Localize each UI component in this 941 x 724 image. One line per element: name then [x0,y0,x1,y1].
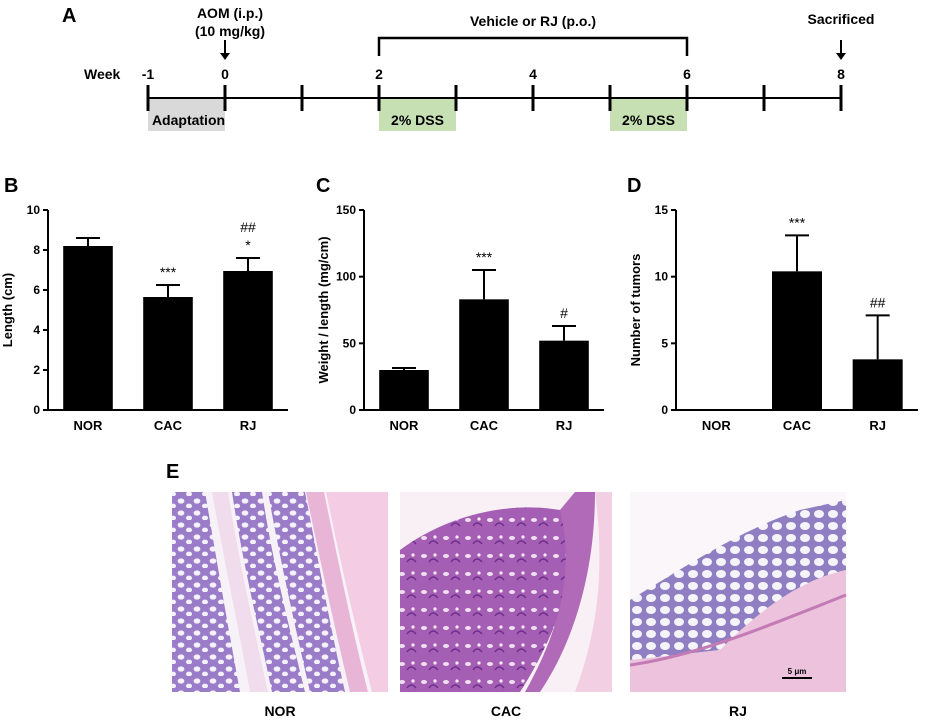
sacrificed-label: Sacrificed [808,11,875,27]
bar-rj [223,271,273,410]
category-label: NOR [74,418,104,433]
bar-charts: B C D 0 2 4 6 8 10 Length (cm) NOR CAC *** RJ * ## 0… [0,175,918,433]
chart-c: 0 50 100 150 Weight / length (mg/cm) NOR CAC **… [316,203,604,433]
histology-panel: E 5 μm NOR CAC RJ [166,461,847,719]
adaptation-label: Adaptation [152,112,225,128]
week-tick-label: 6 [683,66,691,82]
y-axis-label: Length (cm) [0,273,15,347]
bar-rj [539,340,589,410]
panel-letter-a: A [62,5,76,27]
week-tick-label: 0 [221,66,229,82]
scale-bar-label: 5 μm [788,667,807,676]
histology-image-cac [400,492,612,692]
dss-label-1: 2% DSS [391,112,444,128]
histology-image-rj: 5 μm [629,492,847,692]
y-axis-label: Number of tumors [628,254,643,367]
category-label: RJ [240,418,257,433]
y-tick-label: 10 [27,203,41,217]
y-tick-label: 2 [33,363,40,377]
dss-band-1 [379,99,456,131]
y-tick-label: 100 [336,270,356,284]
bar-nor [379,370,429,410]
week-tick-label: -1 [142,66,155,82]
sacrificed-arrow [836,40,846,60]
y-tick-label: 0 [349,403,356,417]
week-tick-label: 4 [529,66,537,82]
dss-band-2 [610,99,687,131]
panel-letter-b: B [4,175,18,197]
panel-letter-c: C [316,175,330,197]
chart-d: 0 5 10 15 Number of tumors NOR CAC *** RJ ## [628,203,918,433]
category-label: CAC [470,418,499,433]
category-label: RJ [869,418,886,433]
bar-cac [459,299,509,410]
treatment-bracket [377,36,689,56]
week-tick-label: 2 [375,66,383,82]
significance-mark: ## [240,219,256,235]
category-label: RJ [556,418,573,433]
category-label: NOR [702,418,732,433]
significance-mark: # [560,305,568,321]
bar-cac [771,271,823,410]
treatment-label: Vehicle or RJ (p.o.) [470,13,596,29]
week-label: Week [84,66,121,82]
y-tick-label: 0 [661,403,668,417]
y-tick-label: 0 [33,403,40,417]
category-label: CAC [154,418,183,433]
y-tick-label: 10 [655,270,669,284]
y-tick-label: 4 [33,323,40,337]
y-tick-label: 150 [336,203,356,217]
histology-image-nor [172,492,388,692]
histology-label-rj: RJ [729,703,747,719]
y-tick-label: 8 [33,243,40,257]
category-label: CAC [783,418,812,433]
y-tick-label: 15 [655,203,669,217]
significance-mark: * [245,237,251,253]
y-axis-label: Weight / length (mg/cm) [316,236,331,383]
y-tick-label: 6 [33,283,40,297]
bar-rj [852,359,903,410]
panel-letter-e: E [166,461,179,483]
adaptation-band [148,99,225,131]
significance-mark: *** [160,264,177,280]
significance-mark: *** [789,214,806,230]
histology-label-cac: CAC [491,703,521,719]
bar-nor [63,246,113,410]
aom-arrow [220,40,230,60]
week-tick-label: 8 [837,66,845,82]
y-tick-label: 5 [661,336,668,350]
timeline-panel: A Adaptation 2% DSS 2% DSS -1 0 2 4 6 8 Week AO… [62,5,875,131]
bar-cac [143,297,193,410]
aom-label-line2: (10 mg/kg) [195,23,265,39]
aom-label-line1: AOM (i.p.) [197,5,263,21]
histology-label-nor: NOR [264,703,295,719]
panel-letter-d: D [627,175,641,197]
y-tick-label: 50 [343,336,357,350]
category-label: NOR [390,418,420,433]
chart-b: 0 2 4 6 8 10 Length (cm) NOR CAC *** RJ * ## [0,203,288,433]
dss-label-2: 2% DSS [622,112,675,128]
significance-mark: *** [476,249,493,265]
significance-mark: ## [870,294,886,310]
